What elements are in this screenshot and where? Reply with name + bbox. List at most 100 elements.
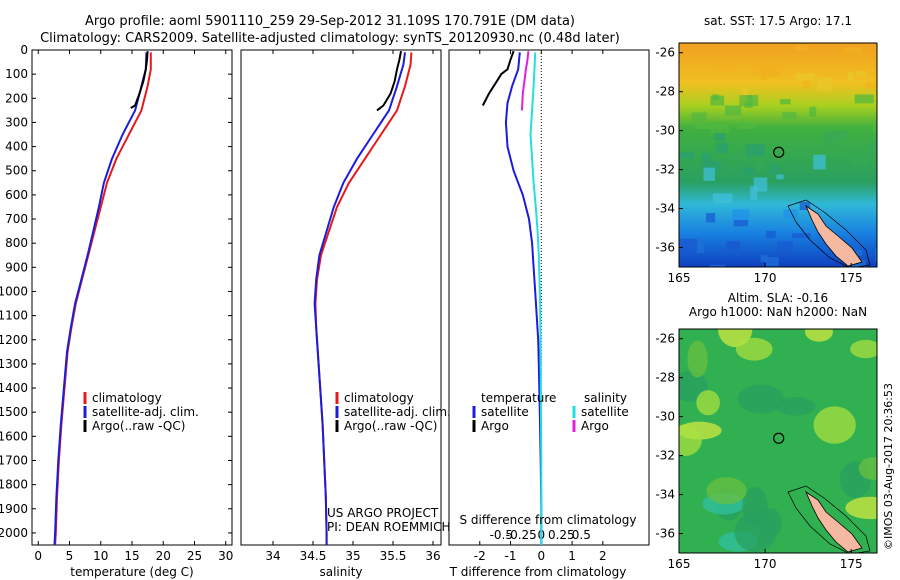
pi-label: PI: DEAN ROEMMICH bbox=[327, 520, 450, 534]
sst-texture-cell bbox=[864, 82, 877, 89]
x2-tick-label: 0.5 bbox=[572, 528, 591, 542]
sla-argo-marker bbox=[773, 432, 785, 444]
depth-tick-label: 1900 bbox=[0, 502, 28, 516]
salinity-panel: 34 34.5 35 35.5 36 climatology satellite-adj… bbox=[240, 49, 451, 579]
sst-texture-cell bbox=[779, 99, 791, 105]
sst-texture-cell bbox=[756, 158, 765, 170]
x-tick-label: 10 bbox=[93, 549, 108, 563]
sla-texture-blob bbox=[813, 406, 856, 444]
x-tick-label: 34.5 bbox=[300, 549, 327, 563]
difference-plot-frame bbox=[448, 49, 650, 546]
sst-texture-cell bbox=[703, 167, 715, 181]
sst-texture-cell bbox=[871, 141, 877, 154]
sst-texture-cell bbox=[705, 212, 716, 223]
series-line-1 bbox=[481, 50, 515, 106]
sla-map-title: Altim. SLA: -0.16 bbox=[728, 291, 828, 305]
sla-map-subtitle: Argo h1000: NaN h2000: NaN bbox=[689, 305, 867, 319]
depth-tick-label: 1100 bbox=[0, 309, 28, 323]
series-line-3 bbox=[520, 51, 530, 111]
legend-label-s-satellite: satellite bbox=[581, 405, 629, 419]
map-y-tick-label: -28 bbox=[655, 85, 675, 99]
sst-texture-cell bbox=[783, 209, 798, 219]
sla-texture-blob bbox=[845, 496, 877, 520]
sst-texture-cell bbox=[715, 61, 727, 67]
depth-tick-label: 1800 bbox=[0, 478, 28, 492]
x-tick-label: 34 bbox=[265, 549, 280, 563]
salinity-plot-frame bbox=[240, 49, 442, 546]
depth-tick-label: 800 bbox=[5, 236, 28, 250]
sla-map-frame bbox=[678, 328, 878, 554]
sst-texture-cell bbox=[791, 233, 811, 239]
temperature-series bbox=[53, 51, 152, 546]
sst-map-title: sat. SST: 17.5 Argo: 17.1 bbox=[704, 14, 852, 28]
sla-texture-blob bbox=[735, 337, 773, 361]
x-tick-label: 5 bbox=[66, 549, 74, 563]
sst-map-axes: 165 170 175 -26 -28 -30 -32 -34 -36 bbox=[655, 46, 862, 285]
sst-texture-cell bbox=[833, 130, 847, 141]
legend-header-temperature: temperature bbox=[481, 391, 556, 405]
sst-texture-cell bbox=[851, 264, 866, 267]
figure-title-line1: Argo profile: aoml 5901110_259 29-Sep-20… bbox=[85, 14, 575, 29]
sst-texture-cell bbox=[850, 250, 863, 256]
sst-texture-cell bbox=[724, 105, 742, 116]
depth-tick-label: 400 bbox=[5, 140, 28, 154]
series-line-2 bbox=[529, 52, 543, 545]
sst-texture-cell bbox=[716, 142, 729, 154]
sst-texture-cell bbox=[709, 264, 725, 267]
map-y-tick-label: -30 bbox=[655, 124, 675, 138]
sst-texture-cell bbox=[782, 112, 797, 120]
depth-tick-label: 500 bbox=[5, 164, 28, 178]
depth-tick-label: 1500 bbox=[0, 405, 28, 419]
salinity-x-label: salinity bbox=[319, 565, 362, 579]
temperature-x-label: temperature (deg C) bbox=[70, 565, 193, 579]
map-y-tick-label: -28 bbox=[655, 371, 675, 385]
x-tick-label: 35 bbox=[345, 549, 360, 563]
sst-map-frame bbox=[678, 42, 878, 268]
imos-credit: ©IMOS 03-Aug-2017 20:36:53 bbox=[882, 383, 895, 550]
sst-texture-cell bbox=[728, 241, 738, 248]
sst-texture-cell bbox=[795, 73, 815, 81]
sla-texture-blob bbox=[737, 384, 784, 414]
sla-texture-blob bbox=[706, 477, 747, 505]
depth-tick-label: 900 bbox=[5, 260, 28, 274]
sla-texture-blob bbox=[775, 397, 816, 416]
sst-texture-cell bbox=[799, 201, 811, 211]
sst-texture-cell bbox=[691, 112, 707, 122]
legend-label-climatology: climatology bbox=[92, 391, 162, 405]
sst-texture-cell bbox=[710, 121, 730, 134]
sst-texture-cell bbox=[809, 106, 817, 117]
sla-bathymetry-contour bbox=[787, 485, 871, 553]
x-tick-label: 25 bbox=[187, 549, 202, 563]
legend-label-climatology: climatology bbox=[344, 391, 414, 405]
sla-texture-blob bbox=[734, 511, 777, 553]
x-tick-label: 20 bbox=[156, 549, 171, 563]
x-tick-label: -2 bbox=[474, 549, 486, 563]
legend-label-argo: Argo(..raw -QC) bbox=[92, 419, 185, 433]
sst-texture-cell bbox=[714, 131, 726, 141]
sst-texture-cell bbox=[694, 121, 714, 130]
map-y-tick-label: -26 bbox=[655, 332, 675, 346]
sla-texture-blob bbox=[696, 390, 720, 416]
salinity-x-axis: 34 34.5 35 35.5 36 bbox=[265, 50, 441, 563]
sla-texture-blob bbox=[850, 339, 877, 359]
sst-texture-cell bbox=[739, 95, 759, 107]
sst-texture-cell bbox=[813, 154, 826, 170]
sst-bathymetry-contour bbox=[787, 199, 871, 267]
t-difference-label: T difference from climatology bbox=[449, 565, 627, 579]
x-tick-label: 30 bbox=[218, 549, 233, 563]
series-line-1 bbox=[53, 52, 148, 546]
series-line-2 bbox=[376, 51, 402, 112]
map-x-tick-label: 165 bbox=[668, 557, 691, 571]
map-y-tick-label: -34 bbox=[655, 488, 675, 502]
sst-texture-cell bbox=[765, 256, 779, 267]
series-line-0 bbox=[504, 52, 543, 545]
sla-texture-blob bbox=[679, 424, 702, 457]
sla-texture-blob bbox=[742, 486, 768, 526]
map-x-tick-label: 170 bbox=[754, 271, 777, 285]
temperature-plot-frame bbox=[31, 49, 233, 546]
difference-legend: temperature salinity satellite Argo sate… bbox=[472, 391, 629, 433]
map-y-tick-label: -26 bbox=[655, 46, 675, 60]
sst-texture-cell bbox=[743, 167, 755, 175]
sst-texture-cell bbox=[732, 209, 750, 224]
sst-texture-cell bbox=[733, 220, 748, 227]
